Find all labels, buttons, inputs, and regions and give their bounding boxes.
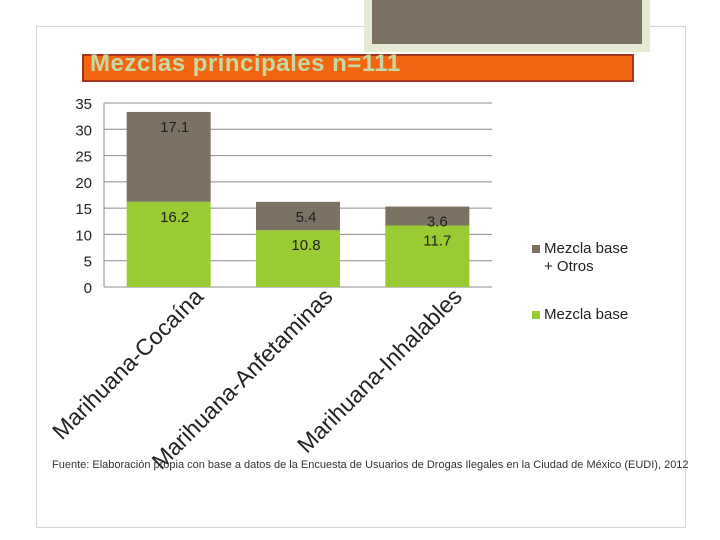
bar-segment xyxy=(256,201,340,231)
y-tick-label: 0 xyxy=(84,280,92,297)
title-bar xyxy=(82,54,634,82)
bar-segment xyxy=(385,225,470,287)
data-label: 3.6 xyxy=(427,214,448,231)
legend-swatch-base-otros xyxy=(532,245,540,253)
y-tick-label: 30 xyxy=(75,122,92,139)
data-label: 17.1 xyxy=(160,119,189,136)
y-tick-label: 25 xyxy=(75,149,92,166)
y-tick-label: 35 xyxy=(75,96,92,113)
legend-label-base-otros-line1: Mezcla base xyxy=(544,240,629,257)
legend-label-base-otros: Mezcla base + Otros xyxy=(544,240,628,276)
y-tick-label: 10 xyxy=(75,227,92,244)
legend-swatch-base xyxy=(532,311,540,319)
bar-segment xyxy=(256,230,340,287)
bar-segment xyxy=(126,201,211,287)
y-tick-label: 5 xyxy=(84,254,92,271)
data-label: 10.8 xyxy=(291,237,320,254)
bars xyxy=(126,111,470,287)
data-label: 16.2 xyxy=(160,209,189,226)
top-decoration-inner xyxy=(372,0,642,44)
chart-title: Mezclas principales n=111 xyxy=(90,50,401,77)
bar-segment xyxy=(385,206,470,226)
legend-label-base: Mezcla base xyxy=(544,306,629,323)
y-axis-ticks: 0 5 10 15 20 25 30 35 xyxy=(75,96,92,297)
data-labels: 16.2 17.1 10.8 5.4 11.73.6 xyxy=(160,119,451,254)
bar-segment xyxy=(126,111,211,202)
x-axis-ticks: Marihuana-CocaínaMarihuana-AnfetaminasMa… xyxy=(47,283,467,474)
y-tick-label: 20 xyxy=(75,175,92,192)
data-label: 5.4 xyxy=(296,209,317,226)
y-tick-label: 15 xyxy=(75,201,92,218)
legend-label-base-otros-line2: + Otros xyxy=(544,258,594,275)
source-note: Fuente: Elaboración propia con base a da… xyxy=(52,459,689,471)
data-label: 11.7 xyxy=(423,232,451,249)
